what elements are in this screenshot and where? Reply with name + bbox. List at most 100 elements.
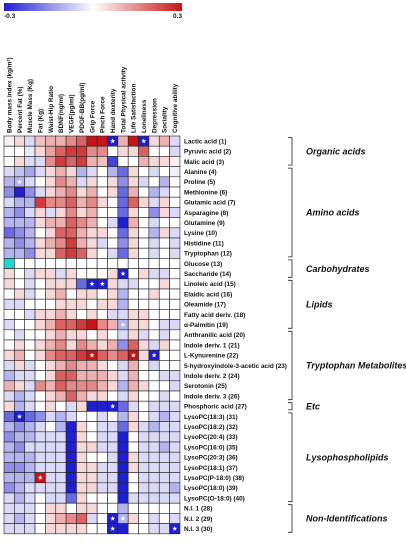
heatmap-cell — [148, 217, 160, 229]
significance-star — [110, 138, 116, 144]
heatmap-cell — [148, 370, 160, 382]
column-label: Life Satisfaction — [131, 84, 138, 133]
heatmap-cell — [24, 431, 36, 443]
heatmap-cell — [138, 278, 150, 290]
heatmap-cell — [45, 482, 57, 494]
heatmap-cell — [117, 145, 129, 157]
heatmap-cell — [45, 186, 57, 198]
heatmap-cell — [24, 370, 36, 382]
heatmap-cell — [55, 288, 67, 300]
heatmap-cell — [55, 258, 67, 269]
heatmap-cell — [65, 360, 77, 371]
heatmap-cell — [86, 380, 98, 392]
heatmap-cell — [148, 196, 160, 208]
heatmap-cell — [158, 329, 170, 341]
heatmap-cell — [3, 339, 15, 351]
row-label: Saccharide (14) — [184, 271, 231, 278]
heatmap-cell — [3, 492, 15, 504]
heatmap-cell — [24, 482, 36, 494]
heatmap-cell — [169, 156, 181, 167]
heatmap-cell — [14, 166, 26, 178]
heatmap-cell — [24, 462, 36, 473]
heatmap-cell — [65, 135, 77, 147]
heatmap-cell — [148, 207, 160, 218]
heatmap-cell — [96, 390, 108, 402]
heatmap-cell — [14, 390, 26, 402]
heatmap-cell — [3, 207, 15, 218]
heatmap-cell — [45, 268, 57, 280]
heatmap-cell — [148, 309, 160, 320]
heatmap-cell — [107, 319, 119, 331]
heatmap-cell — [14, 278, 26, 290]
heatmap-cell — [14, 380, 26, 392]
heatmap-cell — [107, 360, 119, 371]
heatmap-cell — [14, 227, 26, 239]
heatmap-cell — [107, 176, 119, 188]
column-label: Percent Fat (%) — [17, 86, 24, 133]
row-label: LysoPC(18:3) (31) — [184, 414, 238, 421]
heatmap-cell — [127, 380, 139, 392]
heatmap-cell — [14, 145, 26, 157]
heatmap-cell — [55, 329, 67, 341]
heatmap-cell — [169, 288, 181, 300]
heatmap-cell — [96, 186, 108, 198]
significance-star — [120, 322, 126, 327]
heatmap-cell — [86, 339, 98, 351]
heatmap-cell — [148, 339, 160, 351]
heatmap-cell — [169, 278, 181, 290]
group-bracket — [288, 137, 293, 166]
heatmap-cell — [148, 380, 160, 392]
heatmap-cell — [117, 339, 129, 351]
significance-star — [110, 403, 116, 409]
heatmap-cell — [169, 176, 181, 188]
heatmap-cell — [107, 268, 119, 280]
heatmap-cell — [14, 492, 26, 504]
heatmap-cell — [96, 339, 108, 351]
heatmap-cell — [107, 186, 119, 198]
heatmap-cell — [169, 502, 181, 514]
heatmap-cell — [3, 472, 15, 484]
heatmap-cell — [76, 400, 88, 412]
heatmap-cell — [24, 523, 36, 535]
heatmap-cell — [55, 441, 67, 453]
heatmap-cell — [158, 166, 170, 178]
heatmap-cell — [169, 319, 181, 331]
heatmap-cell — [86, 156, 98, 167]
heatmap-cell — [158, 431, 170, 443]
heatmap-cell — [65, 217, 77, 229]
heatmap-cell — [14, 400, 26, 412]
heatmap-cell — [45, 451, 57, 463]
heatmap-cell — [86, 400, 98, 412]
heatmap-cell — [76, 421, 88, 433]
group-label: Non-Identifications — [306, 514, 388, 524]
heatmap-cell — [24, 513, 36, 524]
heatmap-cell — [96, 166, 108, 178]
heatmap-cell — [107, 431, 119, 443]
heatmap-cell — [158, 400, 170, 412]
row-label: Tryptophan (12) — [184, 251, 232, 258]
heatmap-cell — [55, 237, 67, 249]
heatmap-cell — [55, 227, 67, 239]
heatmap-cell — [86, 309, 98, 320]
heatmap-cell — [117, 451, 129, 463]
heatmap-cell — [138, 186, 150, 198]
heatmap-cell — [148, 441, 160, 453]
heatmap-cell — [107, 441, 119, 453]
group-bracket — [288, 279, 293, 329]
heatmap-cell — [138, 319, 150, 331]
row-label: Lysine (10) — [184, 230, 217, 237]
heatmap-cell — [96, 451, 108, 463]
heatmap-cell — [158, 237, 170, 249]
heatmap-cell — [34, 186, 46, 198]
heatmap-cell — [14, 513, 26, 524]
heatmap-cell — [138, 288, 150, 300]
heatmap-cell — [127, 451, 139, 463]
heatmap-cell — [76, 482, 88, 494]
heatmap-cell — [158, 145, 170, 157]
heatmap-cell — [76, 247, 88, 259]
heatmap-cell — [76, 523, 88, 535]
heatmap-cell — [158, 472, 170, 484]
heatmap-cell — [158, 462, 170, 473]
heatmap-cell — [127, 186, 139, 198]
heatmap-cell — [34, 513, 46, 524]
